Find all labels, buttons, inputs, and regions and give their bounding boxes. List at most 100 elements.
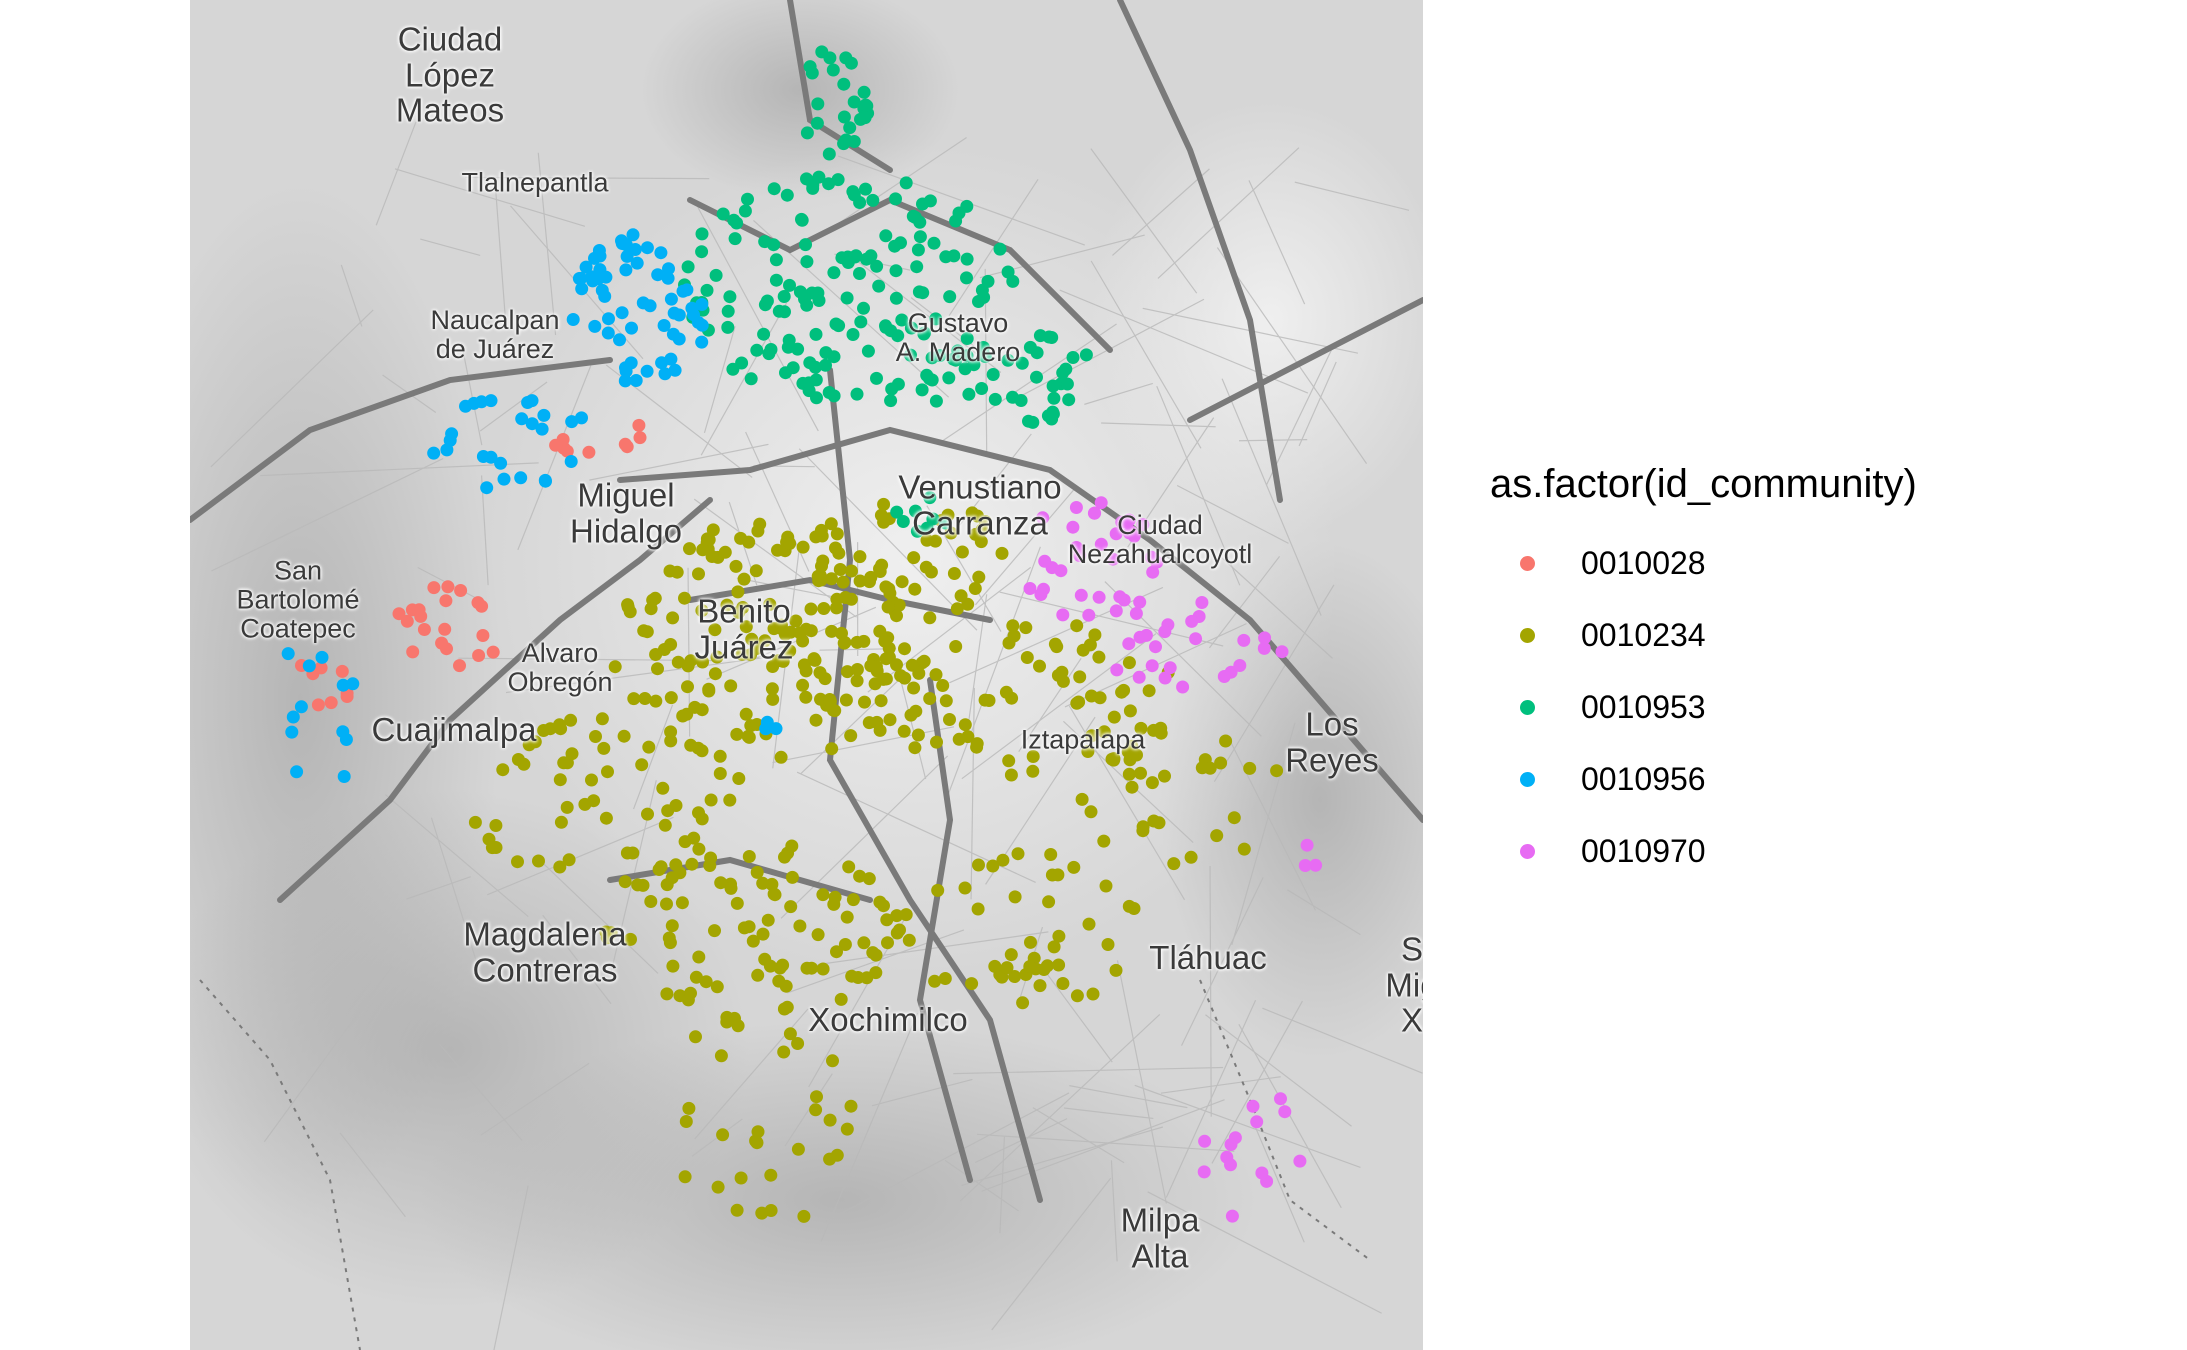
point-0010953 <box>951 344 965 358</box>
point-0010953 <box>853 267 866 280</box>
point-0010234 <box>923 611 937 625</box>
legend-label: 0010953 <box>1581 688 1706 725</box>
point-0010953 <box>811 97 825 111</box>
point-0010234 <box>911 728 925 742</box>
street <box>1147 1191 1382 1314</box>
point-0010234 <box>799 664 813 678</box>
point-0010234 <box>908 582 922 596</box>
point-0010953 <box>864 249 878 263</box>
point-0010234 <box>696 655 709 669</box>
point-0010953 <box>837 137 851 151</box>
point-0010234 <box>1195 761 1209 775</box>
point-0010953 <box>822 147 836 161</box>
point-0010028 <box>392 607 406 621</box>
point-0010234 <box>1101 938 1115 951</box>
point-0010234 <box>869 660 883 674</box>
point-0010956 <box>579 260 593 274</box>
point-0010953 <box>866 193 880 207</box>
point-0010953 <box>728 232 742 246</box>
point-0010953 <box>822 386 836 399</box>
point-0010970 <box>1258 631 1272 645</box>
point-0010234 <box>858 695 871 709</box>
point-0010953 <box>840 291 854 305</box>
point-0010234 <box>684 986 697 1000</box>
point-0010234 <box>704 793 718 807</box>
street <box>263 966 393 1143</box>
point-0010953 <box>870 371 883 385</box>
point-0010234 <box>720 598 734 612</box>
place-label-ciudad: Ciudad López Mateos <box>395 20 505 129</box>
point-0010953 <box>762 347 776 361</box>
point-0010234 <box>750 865 764 879</box>
street <box>1104 581 1262 737</box>
point-0010953 <box>1014 394 1028 407</box>
point-0010956 <box>760 715 774 729</box>
street <box>1265 345 1334 486</box>
point-0010234 <box>944 526 958 540</box>
point-0010234 <box>601 765 614 779</box>
point-0010970 <box>1109 527 1123 541</box>
point-0010234 <box>995 970 1009 984</box>
point-0010953 <box>925 351 939 365</box>
point-0010028 <box>335 664 349 678</box>
point-0010234 <box>711 1180 725 1194</box>
point-0010953 <box>1015 356 1029 370</box>
map-panel[interactable]: Ciudad López Mateos Tlalnepantla Naucalpan… <box>190 0 1423 1350</box>
point-0010234 <box>799 690 813 704</box>
point-0010953 <box>975 382 989 395</box>
point-0010028 <box>441 580 455 594</box>
street <box>991 1177 1112 1331</box>
point-0010234 <box>1125 780 1139 794</box>
point-0010234 <box>695 703 709 717</box>
point-0010234 <box>1006 619 1020 633</box>
point-0010970 <box>1074 588 1088 602</box>
point-0010234 <box>746 934 760 948</box>
point-0010953 <box>896 515 910 528</box>
street <box>406 876 471 900</box>
legend-label: 0010028 <box>1581 544 1706 581</box>
point-0010234 <box>954 589 968 603</box>
point-0010234 <box>1134 721 1148 735</box>
point-0010234 <box>1037 963 1051 976</box>
point-0010234 <box>909 704 923 718</box>
place-label-venustiano: Venustiano Carranza <box>898 468 1062 541</box>
point-0010234 <box>714 1049 728 1063</box>
street <box>1226 734 1317 911</box>
street <box>1176 484 1289 544</box>
point-0010953 <box>700 283 714 297</box>
point-0010953 <box>889 192 902 206</box>
point-0010953 <box>1079 348 1093 362</box>
point-0010953 <box>1056 366 1070 380</box>
point-0010234 <box>723 793 737 807</box>
point-0010234 <box>621 600 635 614</box>
point-0010234 <box>1167 857 1181 871</box>
point-0010956 <box>620 249 634 263</box>
street <box>1157 147 1300 279</box>
point-0010028 <box>324 696 338 710</box>
street <box>959 1013 1161 1202</box>
street <box>211 457 444 572</box>
point-0010234 <box>785 839 799 853</box>
street <box>944 1159 1020 1212</box>
point-0010234 <box>826 703 840 717</box>
point-0010234 <box>749 1134 763 1148</box>
place-label-s: S Mig X <box>1385 930 1423 1039</box>
street <box>780 755 949 919</box>
point-0010234 <box>791 1037 805 1050</box>
point-0010234 <box>826 1054 839 1068</box>
point-0010234 <box>1070 989 1084 1003</box>
point-0010953 <box>879 319 892 333</box>
street <box>981 1099 1225 1192</box>
street <box>394 168 586 227</box>
point-0010956 <box>565 415 579 429</box>
point-0010234 <box>793 626 807 640</box>
point-0010953 <box>1066 351 1080 364</box>
place-label-ciudad: Ciudad Nezahualcoyotl <box>1067 509 1253 569</box>
point-0010970 <box>1189 632 1203 646</box>
point-0010953 <box>809 327 823 341</box>
point-0010234 <box>873 895 887 909</box>
point-0010234 <box>1067 860 1081 874</box>
point-0010970 <box>1195 596 1209 609</box>
point-0010234 <box>1237 842 1251 856</box>
point-0010970 <box>1092 590 1106 604</box>
